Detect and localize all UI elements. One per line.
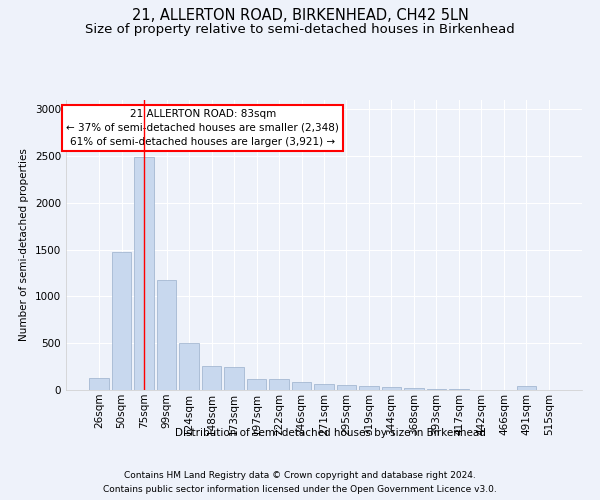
Bar [157, 280, 176, 390]
Text: 21, ALLERTON ROAD, BIRKENHEAD, CH42 5LN: 21, ALLERTON ROAD, BIRKENHEAD, CH42 5LN [131, 8, 469, 22]
Bar [292, 382, 311, 390]
Bar [89, 378, 109, 390]
Bar [359, 386, 379, 390]
Bar [314, 384, 334, 390]
Bar [427, 389, 446, 390]
Bar [112, 252, 131, 390]
Text: Contains HM Land Registry data © Crown copyright and database right 2024.: Contains HM Land Registry data © Crown c… [124, 472, 476, 480]
Bar [269, 379, 289, 390]
Text: 21 ALLERTON ROAD: 83sqm
← 37% of semi-detached houses are smaller (2,348)
61% of: 21 ALLERTON ROAD: 83sqm ← 37% of semi-de… [67, 108, 339, 146]
Text: Size of property relative to semi-detached houses in Birkenhead: Size of property relative to semi-detach… [85, 22, 515, 36]
Text: Contains public sector information licensed under the Open Government Licence v3: Contains public sector information licen… [103, 484, 497, 494]
Bar [404, 388, 424, 390]
Bar [134, 157, 154, 390]
Bar [382, 386, 401, 390]
Bar [517, 386, 536, 390]
Bar [337, 385, 356, 390]
Text: Distribution of semi-detached houses by size in Birkenhead: Distribution of semi-detached houses by … [175, 428, 485, 438]
Bar [247, 379, 266, 390]
Y-axis label: Number of semi-detached properties: Number of semi-detached properties [19, 148, 29, 342]
Bar [202, 366, 221, 390]
Bar [224, 367, 244, 390]
Bar [179, 343, 199, 390]
